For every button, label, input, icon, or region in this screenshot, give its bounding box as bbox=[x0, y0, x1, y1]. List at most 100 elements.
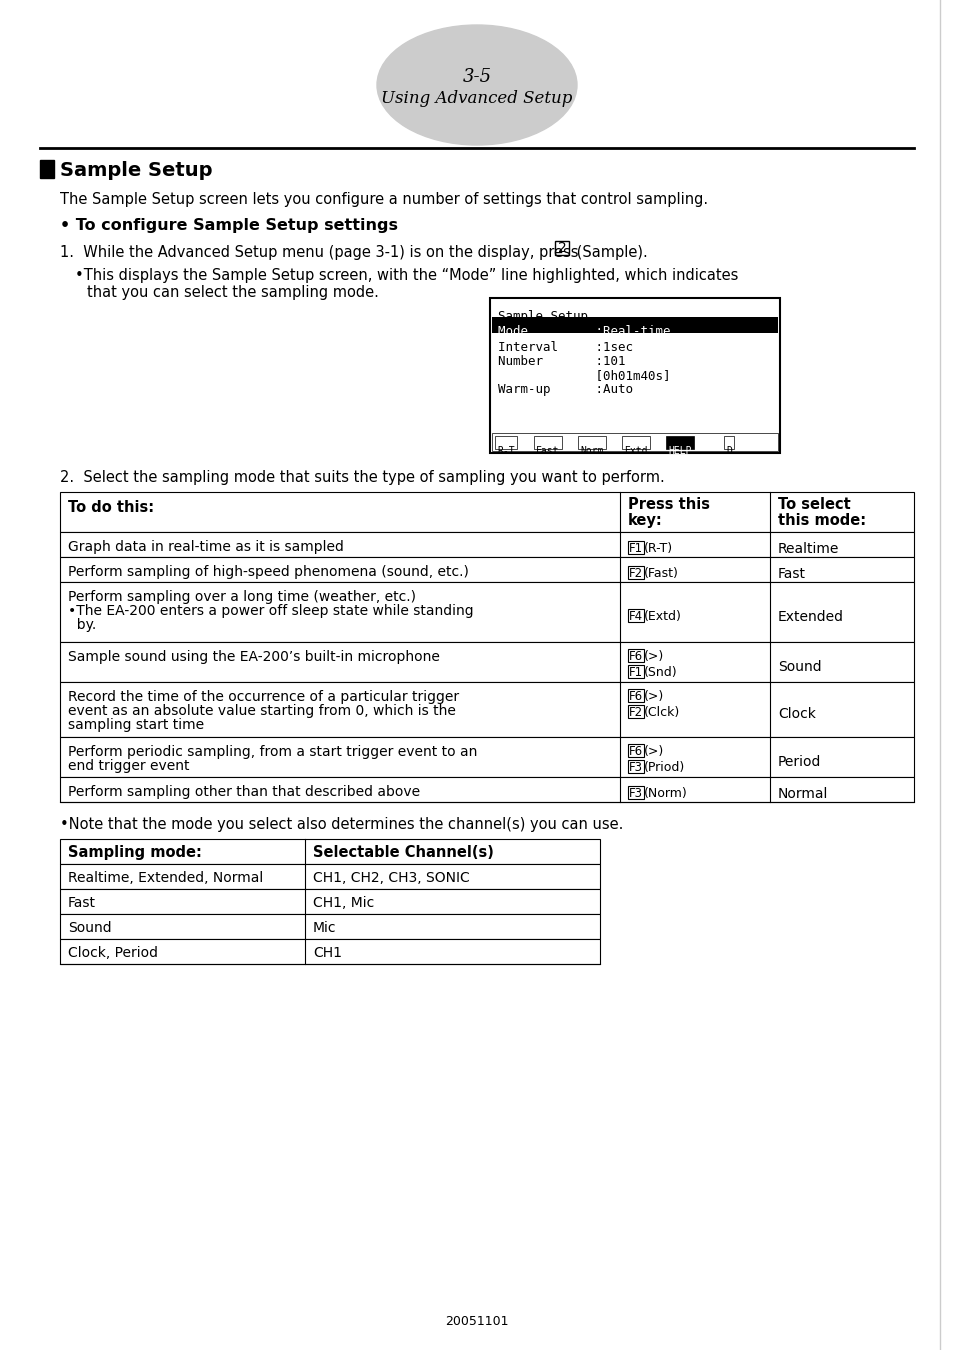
Text: (Priod): (Priod) bbox=[643, 761, 684, 774]
Text: Sound: Sound bbox=[68, 921, 112, 936]
Text: F4: F4 bbox=[628, 610, 642, 622]
Text: F2: F2 bbox=[628, 706, 642, 720]
Bar bbox=[627, 744, 643, 757]
Text: Fast: Fast bbox=[778, 567, 805, 580]
Bar bbox=[60, 682, 913, 737]
Text: Norm: Norm bbox=[579, 446, 603, 456]
Bar bbox=[534, 436, 561, 450]
Text: (>): (>) bbox=[643, 745, 663, 757]
Text: F6: F6 bbox=[628, 745, 642, 757]
Text: this mode:: this mode: bbox=[778, 513, 865, 528]
Text: To do this:: To do this: bbox=[68, 500, 154, 514]
Text: F2: F2 bbox=[628, 567, 642, 580]
Text: F6: F6 bbox=[628, 649, 642, 663]
Text: Period: Period bbox=[778, 755, 821, 770]
Text: Warm-up      :Auto: Warm-up :Auto bbox=[497, 383, 633, 396]
Text: Mode         :Real-time: Mode :Real-time bbox=[497, 325, 670, 338]
Text: (Fast): (Fast) bbox=[643, 567, 679, 580]
Text: 2: 2 bbox=[558, 242, 566, 255]
Text: event as an absolute value starting from 0, which is the: event as an absolute value starting from… bbox=[68, 703, 456, 718]
Text: •This displays the Sample Setup screen, with the “Mode” line highlighted, which : •This displays the Sample Setup screen, … bbox=[75, 269, 738, 284]
Bar bbox=[627, 688, 643, 702]
Bar bbox=[495, 436, 517, 450]
Text: Interval     :1sec: Interval :1sec bbox=[497, 342, 633, 354]
Text: Press this: Press this bbox=[627, 497, 709, 512]
Text: •Note that the mode you select also determines the channel(s) you can use.: •Note that the mode you select also dete… bbox=[60, 817, 622, 832]
Text: Perform sampling other than that described above: Perform sampling other than that describ… bbox=[68, 784, 419, 799]
Text: R-T: R-T bbox=[497, 446, 514, 456]
Bar bbox=[578, 436, 605, 450]
Text: Perform periodic sampling, from a start trigger event to an: Perform periodic sampling, from a start … bbox=[68, 745, 476, 759]
Bar bbox=[60, 864, 599, 890]
Text: (Norm): (Norm) bbox=[643, 787, 687, 801]
Bar bbox=[60, 643, 913, 682]
Text: Record the time of the occurrence of a particular trigger: Record the time of the occurrence of a p… bbox=[68, 690, 458, 703]
Bar bbox=[627, 609, 643, 622]
Bar bbox=[555, 242, 568, 255]
Bar bbox=[627, 649, 643, 662]
Text: that you can select the sampling mode.: that you can select the sampling mode. bbox=[87, 285, 378, 300]
Text: (Snd): (Snd) bbox=[643, 666, 677, 679]
Text: CH1: CH1 bbox=[313, 946, 341, 960]
Text: Sample sound using the EA-200’s built-in microphone: Sample sound using the EA-200’s built-in… bbox=[68, 649, 439, 664]
Text: Fast: Fast bbox=[536, 446, 558, 456]
Text: F1: F1 bbox=[628, 666, 642, 679]
Bar bbox=[490, 298, 780, 454]
Text: Realtime, Extended, Normal: Realtime, Extended, Normal bbox=[68, 871, 263, 886]
Bar bbox=[60, 491, 913, 532]
Bar bbox=[665, 436, 693, 450]
Text: Sampling mode:: Sampling mode: bbox=[68, 845, 202, 860]
Text: Realtime: Realtime bbox=[778, 541, 839, 556]
Bar bbox=[40, 161, 54, 178]
Text: Perform sampling of high-speed phenomena (sound, etc.): Perform sampling of high-speed phenomena… bbox=[68, 566, 468, 579]
Text: Sample Setup: Sample Setup bbox=[497, 310, 587, 323]
Text: Number       :101: Number :101 bbox=[497, 355, 625, 369]
Text: (>): (>) bbox=[643, 690, 663, 703]
Text: (>): (>) bbox=[643, 649, 663, 663]
Ellipse shape bbox=[376, 26, 577, 144]
Bar bbox=[627, 705, 643, 718]
Bar bbox=[723, 436, 733, 450]
Bar bbox=[627, 541, 643, 554]
Bar bbox=[60, 940, 599, 964]
Text: The Sample Setup screen lets you configure a number of settings that control sam: The Sample Setup screen lets you configu… bbox=[60, 192, 707, 207]
Text: CH1, Mic: CH1, Mic bbox=[313, 896, 374, 910]
Bar bbox=[627, 666, 643, 678]
Text: (Extd): (Extd) bbox=[643, 610, 681, 622]
Text: (Clck): (Clck) bbox=[643, 706, 679, 720]
Text: Clock: Clock bbox=[778, 707, 815, 721]
Bar bbox=[60, 778, 913, 802]
Bar bbox=[621, 436, 649, 450]
Text: D: D bbox=[725, 446, 731, 456]
Bar bbox=[60, 737, 913, 778]
Text: To select: To select bbox=[778, 497, 850, 512]
Bar bbox=[60, 532, 913, 558]
Text: F3: F3 bbox=[628, 761, 642, 774]
Bar bbox=[627, 566, 643, 579]
Text: 3-5: 3-5 bbox=[462, 68, 491, 86]
Text: Selectable Channel(s): Selectable Channel(s) bbox=[313, 845, 494, 860]
Bar bbox=[60, 838, 599, 864]
Text: Clock, Period: Clock, Period bbox=[68, 946, 158, 960]
Bar bbox=[627, 760, 643, 774]
Text: Perform sampling over a long time (weather, etc.): Perform sampling over a long time (weath… bbox=[68, 590, 416, 603]
Text: 2.  Select the sampling mode that suits the type of sampling you want to perform: 2. Select the sampling mode that suits t… bbox=[60, 470, 664, 485]
Bar bbox=[60, 582, 913, 643]
Bar bbox=[60, 890, 599, 914]
Text: Mic: Mic bbox=[313, 921, 336, 936]
Text: HELP: HELP bbox=[667, 446, 691, 456]
Text: key:: key: bbox=[627, 513, 662, 528]
Text: by.: by. bbox=[68, 618, 96, 632]
Text: Extended: Extended bbox=[778, 610, 843, 624]
Text: 20051101: 20051101 bbox=[445, 1315, 508, 1328]
Text: (Sample).: (Sample). bbox=[572, 244, 647, 261]
Text: F3: F3 bbox=[628, 787, 642, 801]
Text: end trigger event: end trigger event bbox=[68, 759, 190, 774]
Text: F6: F6 bbox=[628, 690, 642, 703]
Bar bbox=[60, 914, 599, 940]
Bar bbox=[492, 317, 778, 333]
Text: Extd: Extd bbox=[623, 446, 647, 456]
Bar bbox=[627, 786, 643, 799]
Text: Sound: Sound bbox=[778, 660, 821, 674]
Text: 1.  While the Advanced Setup menu (page 3-1) is on the display, press: 1. While the Advanced Setup menu (page 3… bbox=[60, 244, 582, 261]
